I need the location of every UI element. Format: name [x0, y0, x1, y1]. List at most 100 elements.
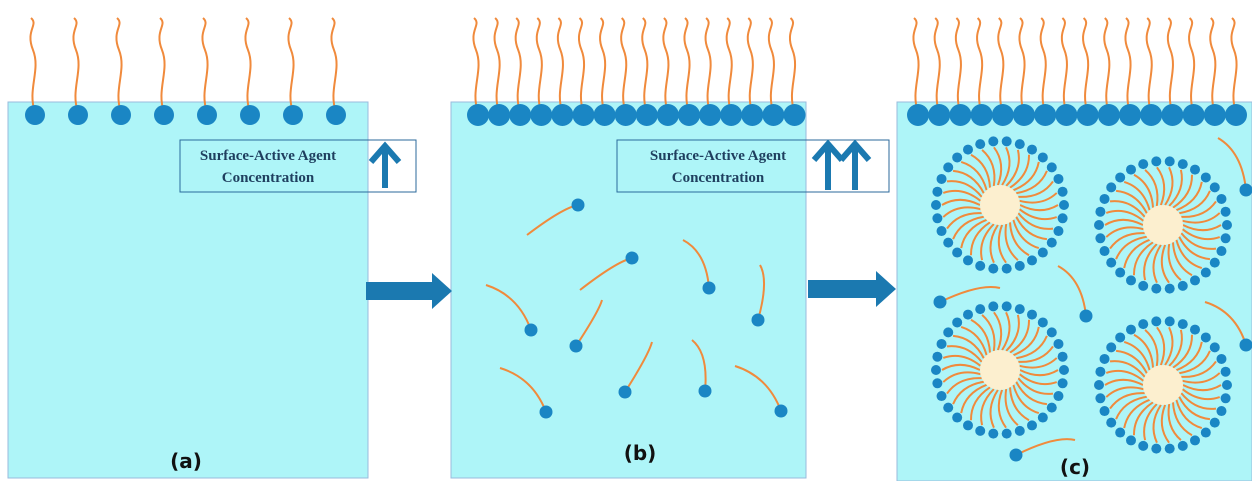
tail [1210, 18, 1215, 112]
tail [642, 18, 647, 112]
tail [495, 18, 500, 112]
tail [245, 18, 250, 112]
head [1100, 194, 1110, 204]
head [540, 406, 553, 419]
head [943, 327, 953, 337]
head [1221, 367, 1231, 377]
head [615, 104, 637, 126]
head [752, 314, 765, 327]
head [1151, 156, 1161, 166]
head [1221, 233, 1231, 243]
tail [1125, 18, 1130, 112]
head [975, 304, 985, 314]
head [934, 296, 947, 309]
head [1165, 444, 1175, 454]
tail [1231, 18, 1236, 112]
head [1151, 444, 1161, 454]
head [509, 104, 531, 126]
head [488, 104, 510, 126]
head [1094, 220, 1104, 230]
head [1027, 310, 1037, 320]
head [1115, 268, 1125, 278]
head [963, 255, 973, 265]
head [1002, 429, 1012, 439]
box-text: Surface-Active Agent [650, 148, 786, 164]
head [1106, 342, 1116, 352]
diagram: Surface-Active Agent Concentration Surfa… [0, 0, 1252, 481]
tail [1147, 18, 1152, 112]
head [1047, 327, 1057, 337]
head [949, 104, 971, 126]
tail [202, 18, 207, 112]
head [928, 104, 950, 126]
head [1240, 339, 1252, 352]
head [937, 226, 947, 236]
tail [331, 18, 336, 112]
head [1015, 426, 1025, 436]
head [1010, 449, 1023, 462]
head [1047, 403, 1057, 413]
head [1119, 104, 1141, 126]
head [1002, 136, 1012, 146]
head [1095, 367, 1105, 377]
head [525, 324, 538, 337]
head [1216, 194, 1226, 204]
head [988, 136, 998, 146]
head [937, 339, 947, 349]
tail [537, 18, 542, 112]
head [1027, 255, 1037, 265]
head [1053, 391, 1063, 401]
head [1058, 352, 1068, 362]
head [1094, 380, 1104, 390]
panel-label: (c) [1060, 455, 1090, 479]
head [1216, 354, 1226, 364]
head [963, 420, 973, 430]
head [1126, 165, 1136, 175]
head [1190, 435, 1200, 445]
head [1038, 413, 1048, 423]
head [943, 403, 953, 413]
panel-c [897, 102, 1252, 481]
tail [790, 18, 795, 112]
head [68, 105, 88, 125]
head [1115, 332, 1125, 342]
head [1095, 207, 1105, 217]
tail [116, 18, 121, 112]
tail [1062, 18, 1067, 112]
head [699, 385, 712, 398]
head [963, 145, 973, 155]
head [1138, 319, 1148, 329]
head [1151, 284, 1161, 294]
head [326, 105, 346, 125]
head [1106, 258, 1116, 268]
head [963, 310, 973, 320]
up-arrow [371, 146, 399, 188]
head [1221, 207, 1231, 217]
head [1201, 172, 1211, 182]
head [1240, 184, 1252, 197]
head [943, 238, 953, 248]
head [1100, 246, 1110, 256]
head [937, 391, 947, 401]
head [952, 317, 962, 327]
tail [684, 18, 689, 112]
tail [1083, 18, 1088, 112]
head [992, 104, 1014, 126]
head [952, 413, 962, 423]
tail [663, 18, 668, 112]
head [1201, 332, 1211, 342]
head [678, 104, 700, 126]
head [931, 365, 941, 375]
head [1034, 104, 1056, 126]
tail [73, 18, 78, 112]
micelle-core [1143, 205, 1183, 245]
head [975, 426, 985, 436]
head [1222, 220, 1232, 230]
head [1178, 441, 1188, 451]
head [594, 104, 616, 126]
head [975, 139, 985, 149]
head [1126, 275, 1136, 285]
box-text: Concentration [672, 170, 765, 186]
head [1059, 365, 1069, 375]
head [1210, 418, 1220, 428]
